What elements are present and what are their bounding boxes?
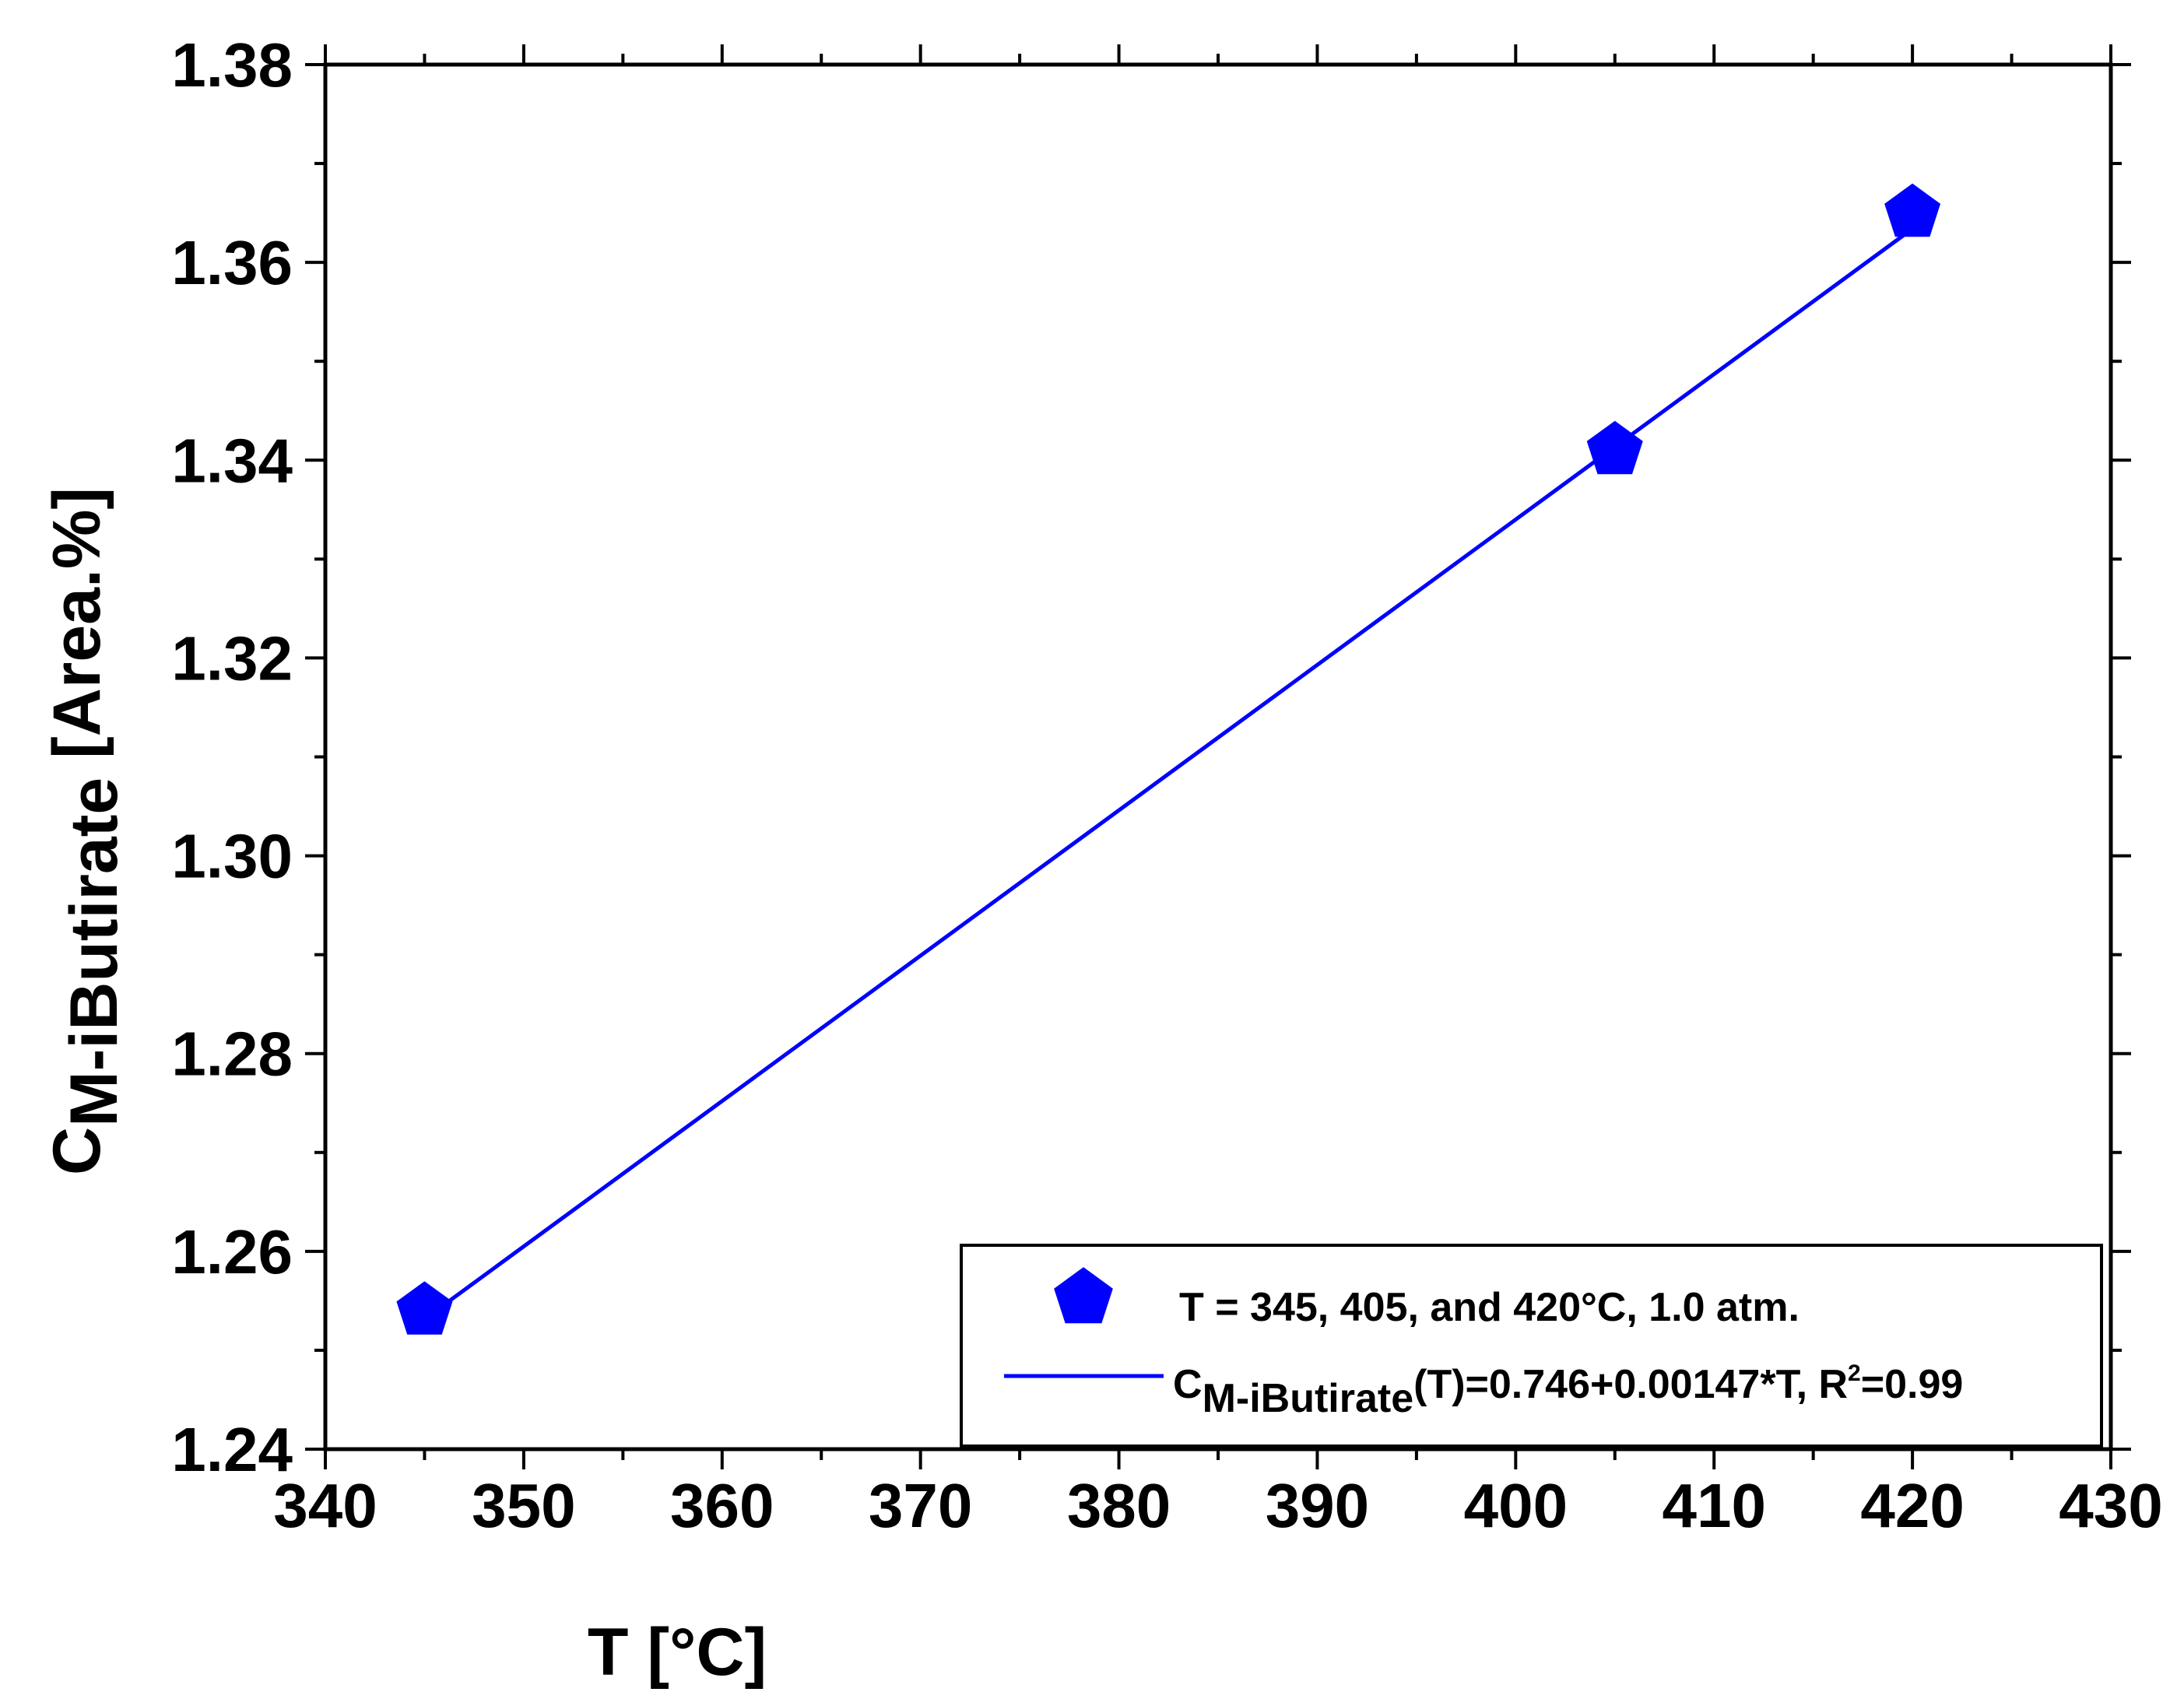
y-axis-title-subscript: M-iButirate: [57, 778, 132, 1127]
legend-box: [960, 1244, 2103, 1448]
legend-fit-equation: (T)=0.746+0.00147*T, R: [1413, 1362, 1848, 1407]
x-tick-label: 420: [1860, 1471, 1964, 1540]
y-tick-label: 1.36: [171, 228, 293, 297]
y-tick-label: 1.24: [171, 1415, 293, 1484]
legend-r2-value: =0.99: [1861, 1362, 1964, 1407]
plot-frame: [323, 62, 2113, 1452]
x-tick-label: 360: [670, 1471, 774, 1540]
data-point-pentagon: [1586, 420, 1643, 475]
legend-marker-label: T = 345, 405, and 420°C, 1.0 atm.: [1179, 1285, 1800, 1330]
x-tick-label: 410: [1662, 1471, 1765, 1540]
x-tick-label: 380: [1067, 1471, 1171, 1540]
y-tick-label: 1.30: [171, 822, 293, 891]
data-point-pentagon: [1884, 183, 1941, 237]
x-tick-label: 370: [869, 1471, 972, 1540]
x-tick-label: 430: [2059, 1471, 2162, 1540]
y-axis-title-unit: [Area.%]: [40, 487, 114, 778]
data-point-pentagon: [396, 1281, 453, 1335]
x-tick-label: 400: [1464, 1471, 1568, 1540]
y-axis-title-main: C: [40, 1127, 114, 1175]
legend-pentagon-marker: [1054, 1267, 1113, 1324]
y-tick-label: 1.34: [171, 426, 293, 495]
y-tick-label: 1.26: [171, 1217, 293, 1287]
plot-marks: 340 350 360 370 380 390 400 410 420 430 1.24 1.26 1.…: [171, 30, 2162, 1540]
legend-r2-exponent: 2: [1848, 1360, 1861, 1386]
y-tick-label: 1.32: [171, 623, 293, 693]
legend-fit-prefix: C: [1173, 1362, 1203, 1407]
legend: T = 345, 405, and 420°C, 1.0 atm. CM-iBu…: [960, 1244, 2103, 1448]
x-tick-label: 350: [472, 1471, 575, 1540]
x-tick-label: 390: [1266, 1471, 1369, 1540]
y-axis-title: CM-iButirate [Area.%]: [40, 487, 132, 1175]
x-tick-label: 340: [273, 1471, 377, 1540]
legend-fit-subscript: M-iButirate: [1203, 1376, 1414, 1421]
legend-fit-label: CM-iButirate(T)=0.746+0.00147*T, R2=0.99: [1173, 1360, 1963, 1421]
y-tick-label: 1.28: [171, 1020, 293, 1089]
x-axis-title: T [°C]: [588, 1615, 767, 1690]
fit-line: [423, 226, 1914, 1321]
y-tick-label: 1.38: [171, 30, 293, 100]
